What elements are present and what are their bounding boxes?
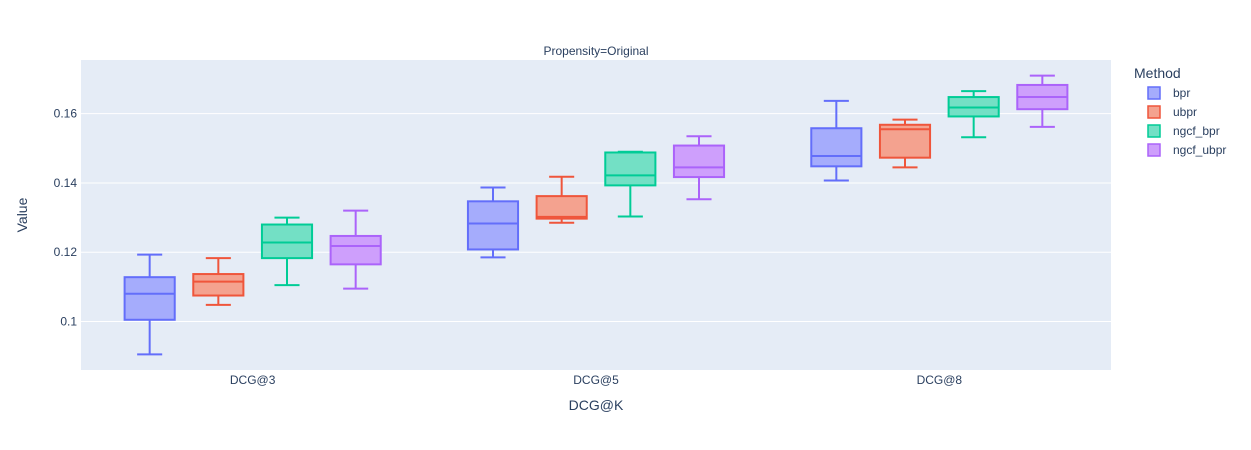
box-mark bbox=[1016, 74, 1069, 128]
plot-background bbox=[81, 60, 1111, 370]
box-iqr bbox=[810, 127, 863, 168]
y-axis-title: Value bbox=[14, 197, 30, 232]
legend-items: bpr ubpr ngcf_bpr ngcf_ubpr bbox=[1147, 86, 1226, 157]
box-mark bbox=[192, 257, 245, 306]
legend-label: bpr bbox=[1173, 86, 1190, 100]
gridlines bbox=[81, 113, 1111, 323]
box-mark bbox=[810, 99, 863, 182]
box-mark bbox=[260, 216, 314, 287]
legend-title: Method bbox=[1134, 65, 1181, 81]
legend-label: ngcf_bpr bbox=[1173, 124, 1220, 138]
box-mark bbox=[672, 135, 726, 201]
series-bpr bbox=[123, 99, 863, 356]
box-iqr bbox=[192, 273, 245, 297]
box-mark bbox=[604, 150, 657, 218]
series-ubpr bbox=[192, 118, 932, 306]
box-iqr bbox=[123, 276, 176, 321]
legend-label: ngcf_ubpr bbox=[1173, 143, 1226, 157]
box-iqr bbox=[535, 195, 588, 220]
box-iqr bbox=[604, 151, 657, 187]
y-tick-label: 0.12 bbox=[54, 245, 78, 259]
series-ngcf-ubpr bbox=[329, 74, 1069, 290]
series-ngcf-bpr bbox=[260, 90, 1000, 287]
box-mark bbox=[535, 175, 588, 224]
box-iqr bbox=[672, 144, 726, 179]
y-tick-label: 0.16 bbox=[54, 107, 78, 121]
box-iqr bbox=[260, 223, 314, 260]
box-iqr bbox=[466, 200, 520, 251]
legend-item: ngcf_ubpr bbox=[1147, 143, 1226, 157]
y-tick-label: 0.14 bbox=[54, 176, 78, 190]
legend-item: ngcf_bpr bbox=[1147, 124, 1220, 138]
box-mark bbox=[123, 253, 176, 356]
box-series bbox=[123, 74, 1069, 356]
box-mark bbox=[947, 90, 1000, 139]
y-tick-label: 0.1 bbox=[60, 315, 77, 329]
box-mark bbox=[329, 209, 382, 290]
x-axis-title: DCG@K bbox=[569, 397, 624, 413]
box-iqr bbox=[329, 234, 382, 266]
x-tick-label: DCG@8 bbox=[917, 373, 963, 387]
x-axis-ticks: DCG@3 DCG@5 DCG@8 bbox=[230, 373, 963, 387]
y-axis-ticks: 0.1 0.12 0.14 0.16 bbox=[54, 107, 78, 329]
legend-item: bpr bbox=[1147, 86, 1190, 100]
legend-swatch bbox=[1147, 124, 1161, 138]
legend: Method bpr ubpr ngcf_bpr ngcf_ubpr bbox=[1134, 65, 1226, 157]
chart-title: Propensity=Original bbox=[543, 44, 648, 58]
legend-swatch bbox=[1147, 105, 1161, 119]
x-tick-label: DCG@3 bbox=[230, 373, 276, 387]
legend-swatch bbox=[1147, 86, 1161, 100]
box-mark bbox=[466, 186, 520, 259]
box-mark bbox=[878, 118, 932, 169]
legend-item: ubpr bbox=[1147, 105, 1197, 119]
legend-label: ubpr bbox=[1173, 105, 1197, 119]
x-tick-label: DCG@5 bbox=[573, 373, 619, 387]
legend-swatch bbox=[1147, 143, 1161, 157]
